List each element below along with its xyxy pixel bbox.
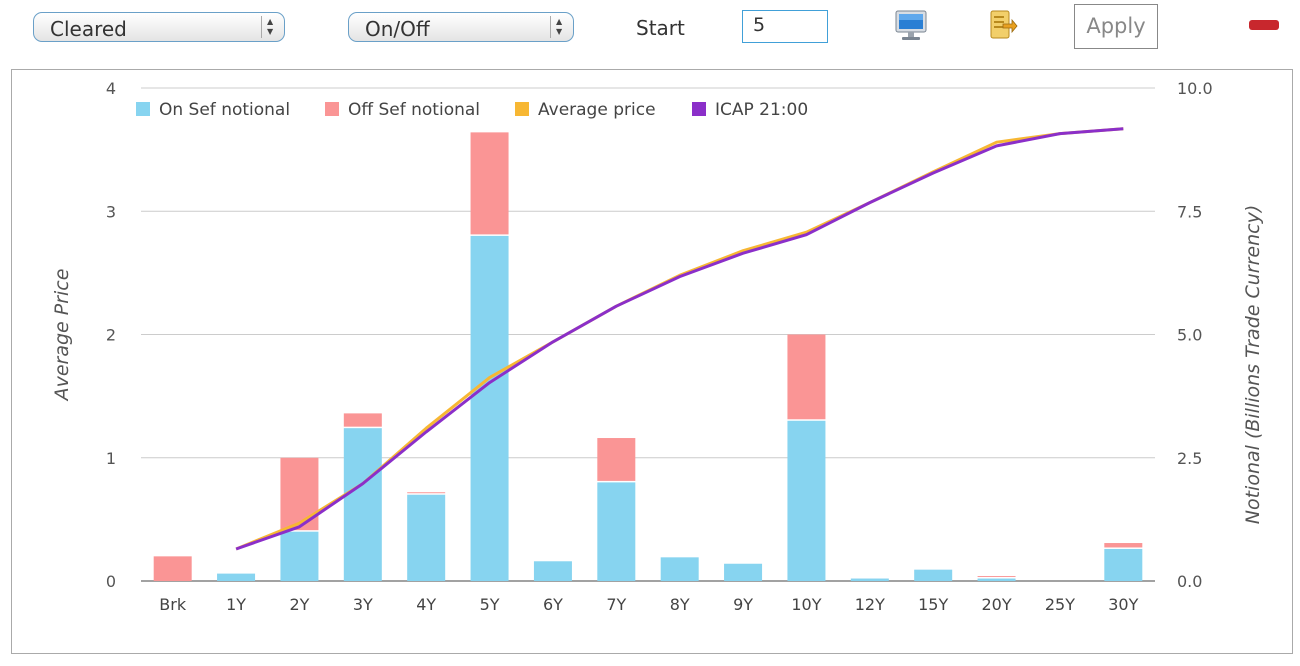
x-tick-label: 15Y [918,595,948,614]
x-tick-label: 6Y [543,595,563,614]
bar-on-sef [280,531,319,581]
bar-off-sef [1104,543,1143,548]
bar-on-sef [787,420,826,581]
bar-on-sef [914,569,953,581]
bar-on-sef [660,557,699,581]
y2-tick-label: 2.5 [1177,449,1202,468]
bar-off-sef [597,438,636,481]
line-icap [235,127,1124,551]
legend-label: ICAP 21:00 [715,100,808,120]
sef-select[interactable]: On/Off [348,12,574,42]
chart: 0 1 2 3 4 0.0 2.5 5.0 7.5 10.0 Average Price Notion… [51,79,1264,614]
x-tick-label: 12Y [855,595,885,614]
start-input[interactable]: 5 [742,10,828,43]
x-tick-label: 5Y [480,595,500,614]
clearing-select[interactable]: Cleared [33,12,285,42]
bar-off-sef [977,576,1016,578]
legend-swatch [325,102,339,116]
x-tick-label: Brk [159,595,187,614]
bar-off-sef [343,413,382,427]
y2-axis-title: Notional (Billions Trade Currency) [1242,205,1264,525]
x-tick-label: 10Y [791,595,821,614]
bar-off-sef [407,492,446,494]
legend-swatch [515,102,529,116]
bar-on-sef [407,494,446,581]
bar-on-sef [850,578,889,581]
sef-select-value: On/Off [365,17,430,41]
clearing-select-value: Cleared [50,17,127,41]
select-arrows-icon [261,16,280,38]
y-tick-label: 0 [106,572,116,591]
legend-label: Off Sef notional [348,100,480,120]
x-tick-label: 8Y [670,595,690,614]
bar-off-sef [470,132,509,235]
bar-on-sef [597,482,636,581]
y-tick-label: 3 [106,202,116,221]
x-tick-label: 7Y [606,595,626,614]
y-tick-label: 4 [106,79,116,98]
y2-tick-label: 0.0 [1177,572,1202,591]
export-icon[interactable] [988,8,1018,42]
legend-swatch [136,102,150,116]
bar-on-sef [724,563,763,581]
minus-icon[interactable] [1249,20,1279,30]
bar-on-sef [977,578,1016,581]
bar-on-sef [343,428,382,581]
x-tick-label: 9Y [733,595,753,614]
y-tick-label: 2 [106,326,116,345]
legend-label: Average price [538,100,656,120]
x-tick-label: 20Y [981,595,1011,614]
bar-on-sef [217,573,256,581]
x-tick-label: 30Y [1108,595,1138,614]
y2-tick-label: 10.0 [1177,79,1213,98]
x-tick-label: 3Y [353,595,373,614]
x-tick-label: 25Y [1045,595,1075,614]
y2-tick-label: 7.5 [1177,202,1202,221]
chart-container: 0 1 2 3 4 0.0 2.5 5.0 7.5 10.0 Average Price Notion… [11,69,1293,654]
x-tick-label: 2Y [289,595,309,614]
bar-on-sef [1104,548,1143,581]
monitor-icon[interactable] [894,10,928,42]
start-label: Start [636,16,685,40]
x-tick-label: 1Y [226,595,246,614]
apply-button[interactable]: Apply [1074,4,1158,49]
toolbar: Cleared On/Off Start 5 Apply [0,0,1300,58]
bar-off-sef [153,556,192,581]
legend-swatch [692,102,706,116]
bar-on-sef [533,561,572,581]
legend-label: On Sef notional [159,100,290,120]
y2-tick-label: 5.0 [1177,326,1202,345]
bar-off-sef [787,334,826,420]
bar-on-sef [470,235,509,581]
y-tick-label: 1 [106,449,116,468]
select-arrows-icon [550,16,569,38]
y-axis-title: Average Price [51,269,73,403]
x-tick-label: 4Y [416,595,436,614]
